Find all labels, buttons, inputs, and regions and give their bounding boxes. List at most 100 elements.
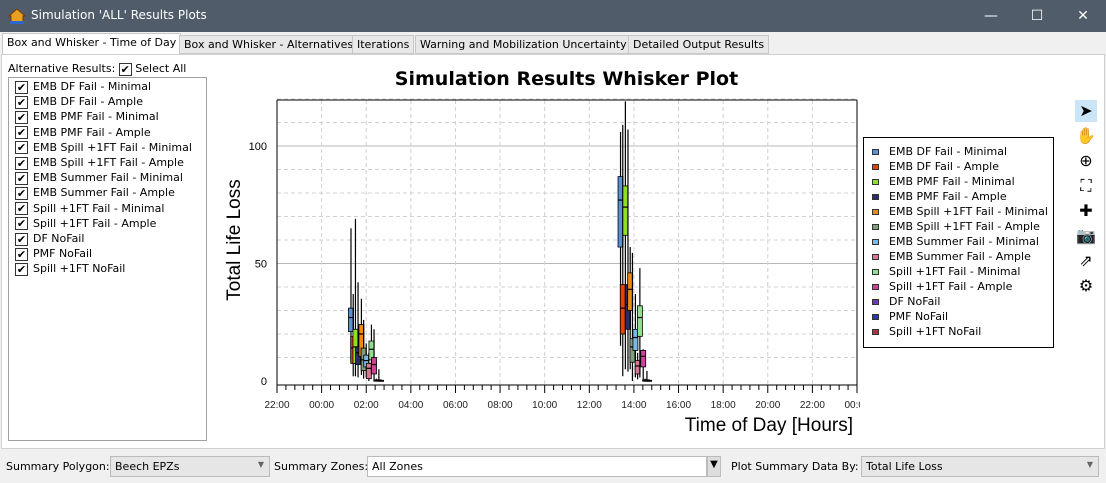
alternative-label: EMB PMF Fail - Ample (33, 125, 151, 139)
y-tick-label: 50 (255, 259, 267, 271)
crosshair-plus-icon[interactable]: ✚ (1079, 201, 1093, 220)
y-axis-label: Total Life Loss (224, 179, 245, 300)
box (371, 357, 377, 375)
alternative-checkbox[interactable]: ✔ (15, 262, 28, 276)
legend-swatch (872, 194, 879, 200)
summary-zones-dropdown-button[interactable]: ▼ (707, 456, 721, 477)
alternative-item[interactable]: ✔ EMB PMF Fail - Ample (15, 126, 151, 140)
alternative-checkbox[interactable]: ✔ (15, 126, 28, 140)
alternative-checkbox[interactable]: ✔ (15, 141, 28, 155)
legend-label: EMB DF Fail - Minimal (889, 145, 1007, 158)
alternative-item[interactable]: ✔ EMB Spill +1FT Fail - Minimal (15, 141, 192, 155)
tab-warning-mobilization[interactable]: Warning and Mobilization Uncertainty (415, 35, 632, 54)
x-axis-label: Time of Day [Hours] (685, 415, 853, 436)
close-button[interactable]: ✕ (1077, 8, 1089, 24)
plot-summary-by-label: Plot Summary Data By: (731, 460, 859, 473)
camera-icon[interactable]: 📷 (1076, 226, 1096, 245)
select-all-checkbox[interactable]: ✔ (118, 62, 132, 76)
legend-swatch (872, 149, 879, 155)
x-tick-label: 22:00 (800, 400, 825, 411)
tab-bar: Box and Whisker - Time of Day Box and Wh… (0, 33, 1106, 55)
x-tick-label: 12:00 (577, 400, 602, 411)
alternative-checkbox[interactable]: ✔ (15, 232, 28, 246)
alternative-checkbox[interactable]: ✔ (15, 156, 28, 170)
box-whisker-chart[interactable]: 22:00 00:00 02:00 04:00 06:00 08:00 10:00 12:00… (210, 60, 860, 445)
alternative-checkbox[interactable]: ✔ (15, 80, 28, 94)
minimize-button[interactable]: — (984, 8, 998, 24)
alternative-checkbox[interactable]: ✔ (15, 186, 28, 200)
legend-entry: EMB Spill +1FT Fail - Minimal (872, 205, 1048, 218)
legend-entry: EMB Summer Fail - Minimal (872, 235, 1039, 248)
alternative-item[interactable]: ✔ EMB PMF Fail - Minimal (15, 110, 159, 124)
pointer-icon[interactable]: ➤ (1075, 100, 1097, 122)
alternative-label: EMB DF Fail - Minimal (33, 80, 151, 93)
alternative-label: Spill +1FT Fail - Minimal (33, 201, 165, 215)
legend-label: EMB Spill +1FT Fail - Minimal (889, 205, 1048, 218)
settings-gear-icon[interactable]: ⚙ (1078, 276, 1094, 295)
alternative-item[interactable]: ✔ EMB Spill +1FT Fail - Ample (15, 156, 184, 170)
select-all-label: Select All (135, 62, 187, 75)
x-tick-label: 00:00 (309, 400, 334, 411)
alternative-item[interactable]: ✔ Spill +1FT Fail - Minimal (15, 202, 164, 216)
x-tick-label: 04:00 (398, 400, 423, 411)
alternative-label: EMB PMF Fail - Minimal (33, 110, 159, 124)
x-tick-label: 14:00 (621, 400, 646, 411)
alternative-label: EMB Summer Fail - Minimal (33, 171, 183, 185)
tab-box-whisker-alternatives[interactable]: Box and Whisker - Alternatives (179, 35, 359, 54)
alternative-label: PMF NoFail (33, 247, 93, 261)
alternative-item[interactable]: ✔ Spill +1FT Fail - Ample (15, 217, 156, 231)
chart-legend: EMB DF Fail - Minimal EMB DF Fail - Ample… (863, 137, 1054, 348)
alternative-item[interactable]: ✔ EMB Summer Fail - Minimal (15, 171, 183, 185)
legend-label: PMF NoFail (889, 310, 949, 323)
box (632, 328, 639, 351)
box (619, 284, 626, 335)
legend-swatch (872, 164, 879, 170)
title-bar: Simulation 'ALL' Results Plots — ☐ ✕ (0, 0, 1106, 32)
alternative-label: Spill +1FT NoFail (33, 262, 126, 276)
alternative-item[interactable]: ✔ DF NoFail (15, 232, 84, 246)
chevron-down-icon: ▼ (257, 460, 264, 469)
summary-bar: Summary Polygon: Summary Zones: Plot Sum… (0, 450, 1106, 483)
pan-hand-icon[interactable]: ✋ (1076, 126, 1096, 145)
legend-entry: EMB Summer Fail - Ample (872, 250, 1031, 263)
x-tick-label: 00:00 (844, 400, 860, 411)
export-icon[interactable]: ⇗ (1079, 251, 1093, 270)
x-tick-label: 18:00 (711, 400, 736, 411)
x-tick-label: 22:00 (264, 400, 289, 411)
tab-iterations[interactable]: Iterations (352, 35, 415, 54)
plot-summary-by-value: Total Life Loss (866, 460, 943, 473)
tab-box-whisker-time-of-day[interactable]: Box and Whisker - Time of Day (2, 33, 182, 55)
alternative-item[interactable]: ✔ EMB DF Fail - Minimal (15, 80, 151, 94)
alternative-checkbox[interactable]: ✔ (15, 202, 28, 216)
zoom-in-icon[interactable]: ⊕ (1079, 151, 1093, 170)
alternative-checkbox[interactable]: ✔ (15, 217, 28, 231)
alternative-item[interactable]: ✔ Spill +1FT NoFail (15, 262, 125, 276)
x-tick-label: 16:00 (666, 400, 691, 411)
summary-zones-field[interactable]: All Zones (367, 456, 707, 477)
alternative-item[interactable]: ✔ EMB Summer Fail - Ample (15, 186, 175, 200)
alternatives-list: ✔ EMB DF Fail - Minimal ✔ EMB DF Fail - Amp… (8, 77, 207, 441)
tab-detailed-output[interactable]: Detailed Output Results (628, 35, 770, 54)
legend-swatch (872, 269, 879, 275)
alternative-checkbox[interactable]: ✔ (15, 171, 28, 185)
alternative-item[interactable]: ✔ PMF NoFail (15, 247, 92, 261)
zoom-extents-icon[interactable]: ⛶ (1080, 176, 1092, 195)
legend-entry: PMF NoFail (872, 310, 948, 323)
legend-entry: EMB Spill +1FT Fail - Ample (872, 220, 1040, 233)
x-tick-label: 08:00 (488, 400, 513, 411)
legend-entry: Spill +1FT Fail - Ample (872, 280, 1012, 293)
plot-summary-by-dropdown[interactable]: Total Life Loss ▼ (861, 456, 1099, 477)
maximize-button[interactable]: ☐ (1030, 8, 1044, 24)
alternative-label: EMB Spill +1FT Fail - Minimal (33, 140, 192, 154)
summary-zones-label: Summary Zones: (274, 460, 369, 473)
alternative-item[interactable]: ✔ EMB DF Fail - Ample (15, 95, 143, 109)
legend-swatch (872, 239, 879, 245)
alternative-results-label: Alternative Results: (8, 62, 116, 75)
alternative-checkbox[interactable]: ✔ (15, 95, 28, 109)
alternative-checkbox[interactable]: ✔ (15, 110, 28, 124)
legend-entry: Spill +1FT NoFail (872, 325, 981, 338)
alternative-checkbox[interactable]: ✔ (15, 247, 28, 261)
summary-polygon-dropdown[interactable]: Beech EPZs ▼ (110, 456, 270, 477)
legend-label: EMB PMF Fail - Ample (889, 190, 1007, 203)
legend-swatch (872, 284, 879, 290)
